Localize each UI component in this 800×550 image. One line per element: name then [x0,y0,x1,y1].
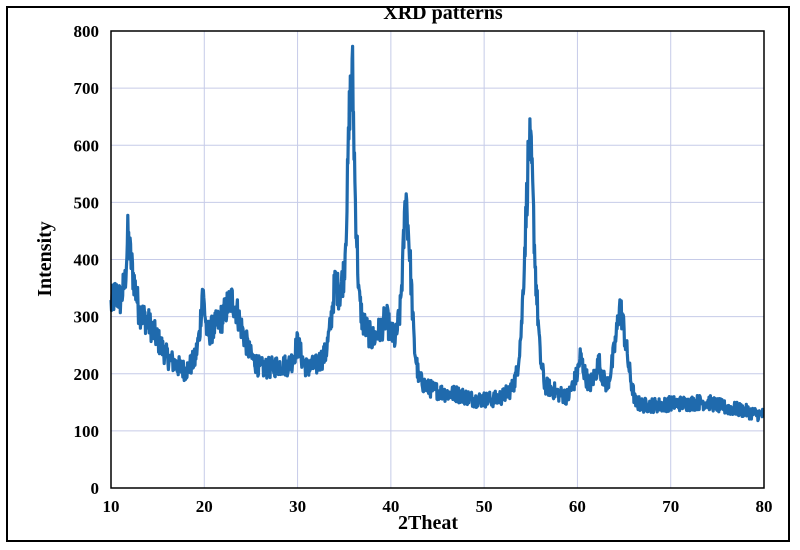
chart-frame [6,6,790,542]
y-tick-label: 0 [91,479,100,498]
x-tick-label: 40 [382,497,399,516]
xrd-series-line [109,44,766,423]
x-tick-label: 20 [196,497,213,516]
x-tick-label: 80 [756,497,773,516]
grid [110,30,765,489]
y-tick-label: 800 [74,22,100,41]
plot-area-border [110,30,765,489]
y-tick-label: 400 [74,251,100,270]
y-axis-label: Intensity [34,221,56,297]
y-tick-labels: 0 100 200 300 400 500 600 700 800 [74,22,100,498]
x-tick-label: 60 [569,497,586,516]
x-tick-label: 10 [103,497,120,516]
y-tick-label: 200 [74,365,100,384]
y-tick-label: 700 [74,79,100,98]
chart-title: XRD patterns [383,2,503,24]
x-tick-label: 70 [662,497,679,516]
y-tick-label: 100 [74,422,100,441]
series-group [109,44,766,423]
x-axis-label: 2Theat [398,512,458,534]
x-tick-label: 50 [476,497,493,516]
y-tick-label: 600 [74,136,100,155]
y-tick-label: 300 [74,308,100,327]
x-tick-label: 30 [289,497,306,516]
y-tick-label: 500 [74,193,100,212]
x-tick-labels: 10 20 30 40 50 60 70 80 [103,497,773,516]
